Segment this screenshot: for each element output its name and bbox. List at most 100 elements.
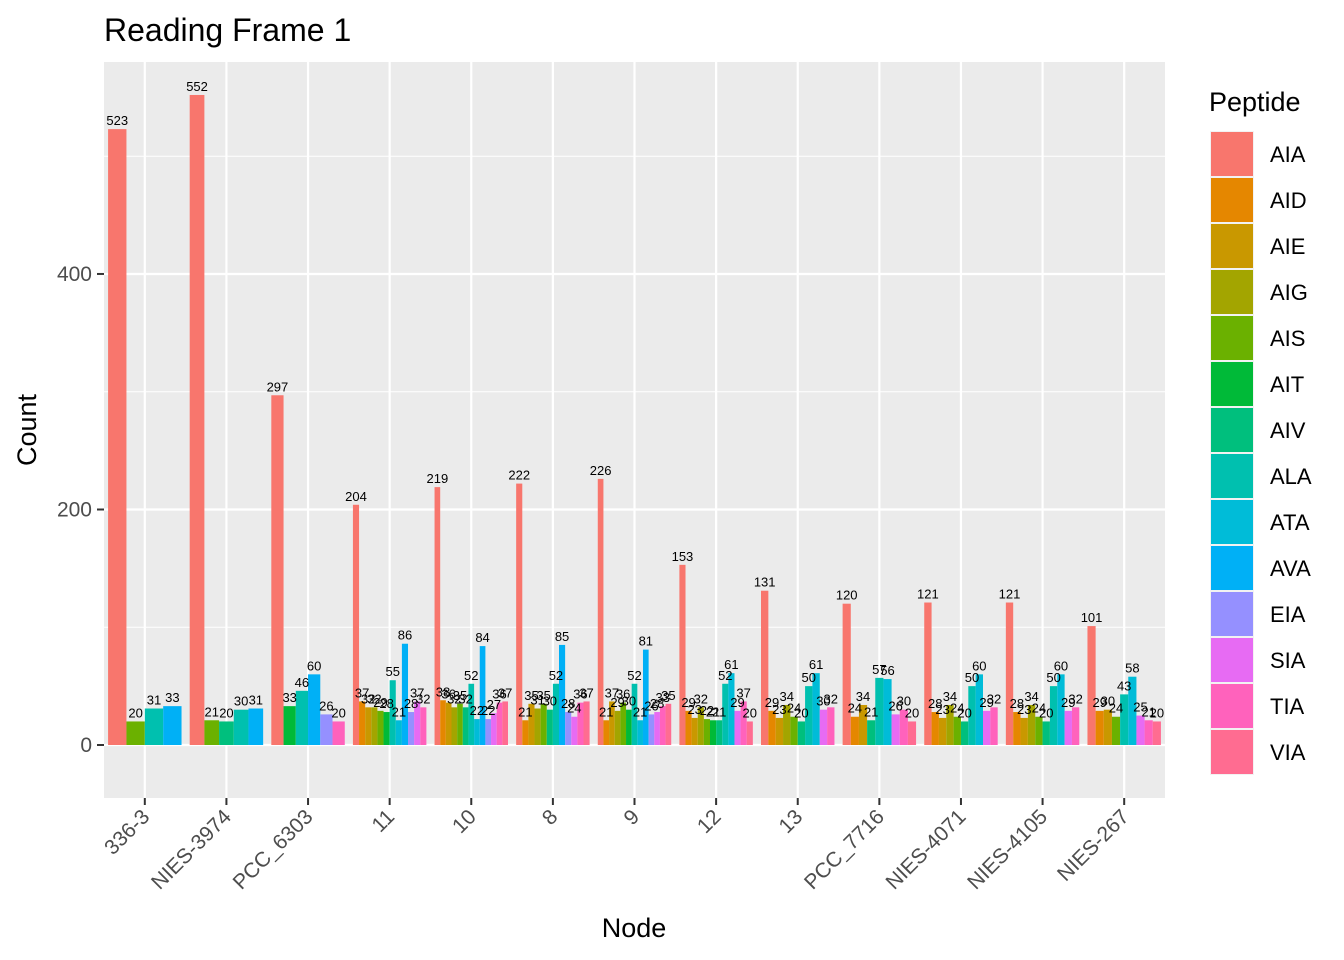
- data-label: 43: [1117, 678, 1131, 693]
- legend-label: AIG: [1270, 280, 1308, 305]
- x-tick-label: NIES-4105: [963, 805, 1052, 894]
- data-label: 21: [712, 704, 726, 719]
- x-tick-label: NIES-3974: [147, 805, 236, 894]
- bar-VIA: [583, 701, 590, 746]
- data-label: 84: [475, 630, 489, 645]
- data-label: 30: [1101, 694, 1115, 709]
- data-label: 21: [599, 704, 613, 719]
- data-label: 37: [605, 685, 619, 700]
- data-label: 28: [650, 696, 664, 711]
- bar-AID: [359, 701, 366, 746]
- legend-label: AID: [1270, 188, 1307, 213]
- data-label: 33: [282, 690, 296, 705]
- bar-AIG: [371, 707, 378, 746]
- data-label: 20: [1039, 705, 1053, 720]
- bar-ATA: [1057, 674, 1065, 746]
- bar-AIT: [383, 712, 390, 746]
- bar-SIA: [1064, 710, 1072, 746]
- bar-AIV: [716, 720, 723, 746]
- data-label: 32: [367, 691, 381, 706]
- bar-AIV: [462, 707, 469, 746]
- bar-AIV: [867, 720, 876, 746]
- data-label: 46: [295, 675, 309, 690]
- legend-label: TIA: [1270, 694, 1305, 719]
- bar-AIS: [1035, 716, 1043, 746]
- y-tick-label: 200: [57, 498, 92, 521]
- data-label: 297: [267, 379, 289, 394]
- data-label: 23: [687, 702, 701, 717]
- bar-AIG: [1027, 704, 1036, 746]
- bar-ALA: [389, 680, 396, 746]
- x-tick-label: 12: [693, 805, 726, 838]
- data-label: 57: [872, 662, 886, 677]
- data-label: 81: [639, 634, 653, 649]
- bar-ATA: [975, 674, 983, 746]
- y-tick-label: 400: [57, 263, 92, 286]
- bar-AIE: [528, 703, 535, 746]
- y-tick-label: 0: [80, 734, 92, 757]
- data-label: 35: [661, 688, 675, 703]
- bar-AID: [1095, 710, 1104, 746]
- bars: [108, 94, 1161, 746]
- data-label: 20: [331, 705, 345, 720]
- data-label: 60: [307, 658, 321, 673]
- bar-ALA: [805, 686, 813, 746]
- bar-AVA: [163, 706, 182, 746]
- bar-ALA: [1049, 686, 1058, 746]
- bar-TIA: [332, 721, 345, 746]
- bar-SIA: [819, 709, 828, 746]
- bar-ATA: [1128, 676, 1137, 746]
- data-label: 131: [754, 575, 776, 590]
- bar-VIA: [665, 703, 672, 746]
- data-label: 121: [999, 587, 1021, 602]
- data-label: 32: [458, 691, 472, 706]
- bar-AIS: [703, 719, 710, 746]
- bar-AVA: [308, 674, 321, 746]
- x-tick-label: NIES-4071: [882, 805, 971, 894]
- bar-ATA: [395, 720, 402, 746]
- data-label: 120: [836, 588, 858, 603]
- data-label: 61: [809, 657, 823, 672]
- bar-AIE: [858, 704, 868, 746]
- bar-AIS: [126, 721, 145, 746]
- data-label: 24: [848, 701, 862, 716]
- bar-ALA: [1120, 694, 1129, 746]
- legend-label: AIS: [1270, 326, 1305, 351]
- chart-title: Reading Frame 1: [104, 12, 351, 48]
- data-label: 21: [1141, 704, 1155, 719]
- data-label: 28: [379, 696, 393, 711]
- bar-ALA: [968, 686, 976, 746]
- data-label: 30: [543, 694, 557, 709]
- bar-ALA: [144, 708, 164, 746]
- bar-SIA: [491, 713, 497, 746]
- data-label: 52: [549, 668, 563, 683]
- x-tick-label: PCC_7716: [800, 805, 889, 894]
- bar-AID: [850, 716, 859, 746]
- bar-ALA: [468, 683, 475, 746]
- bar-AIV: [797, 721, 806, 746]
- data-label: 52: [718, 668, 732, 683]
- bar-AIA: [1005, 602, 1014, 746]
- bar-ALA: [875, 677, 884, 746]
- data-label: 204: [345, 489, 367, 504]
- data-label: 101: [1081, 610, 1103, 625]
- data-label: 29: [373, 695, 387, 710]
- data-label: 22: [481, 703, 495, 718]
- data-label: 32: [987, 691, 1001, 706]
- data-label: 28: [928, 696, 942, 711]
- data-label: 31: [249, 693, 263, 708]
- bar-AIS: [953, 716, 961, 746]
- data-label: 523: [106, 113, 128, 128]
- bar-TIA: [1144, 720, 1153, 746]
- bar-AIT: [283, 706, 296, 746]
- bar-VIA: [502, 701, 508, 746]
- bar-AIE: [365, 707, 372, 746]
- data-label: 20: [905, 705, 919, 720]
- data-label: 26: [319, 698, 333, 713]
- legend-key-EIA: [1211, 592, 1253, 636]
- bar-EIA: [648, 714, 655, 746]
- bar-AIA: [434, 487, 441, 746]
- legend-key-AIG: [1211, 270, 1253, 314]
- bar-AID: [1013, 712, 1021, 746]
- x-tick-label: 13: [774, 805, 807, 838]
